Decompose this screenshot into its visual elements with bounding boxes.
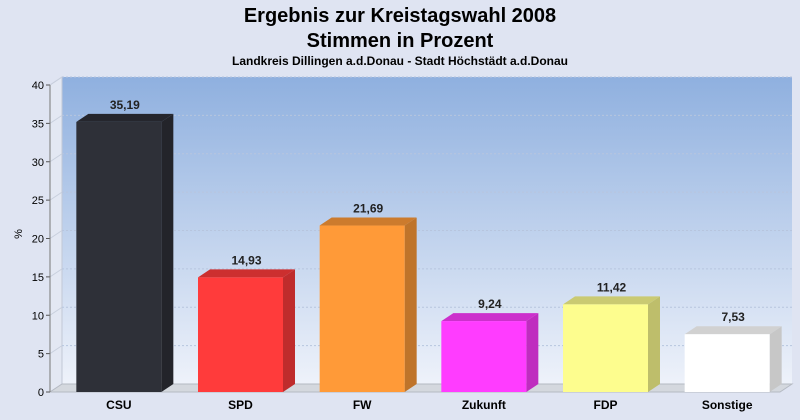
x-tick-label: Sonstige (702, 398, 753, 412)
data-label: 11,42 (597, 280, 627, 294)
gridline-diagonal (49, 191, 63, 201)
gridline-diagonal (49, 114, 63, 124)
gridline-diagonal (49, 153, 63, 163)
bar-top (198, 269, 295, 278)
data-label: 9,24 (478, 297, 502, 311)
bar-side (161, 113, 174, 392)
data-label: 35,19 (110, 98, 140, 112)
bar (441, 321, 527, 392)
bar (198, 277, 283, 392)
data-label: 14,93 (231, 253, 261, 267)
data-label: 7,53 (721, 310, 745, 324)
y-tick-label: 10 (32, 310, 44, 322)
bar-side (283, 269, 295, 392)
bar-top (441, 313, 539, 322)
gridline-diagonal (49, 76, 63, 86)
bar-top (563, 296, 660, 305)
gridline-diagonal (49, 345, 63, 355)
gridline-diagonal (49, 306, 63, 316)
data-label: 21,69 (353, 202, 383, 216)
chart-subtitle: Stimmen in Prozent (307, 30, 494, 52)
bar-side (404, 217, 417, 392)
y-tick-label: 20 (32, 234, 44, 246)
x-tick-label: FW (353, 398, 372, 412)
bar-side (526, 313, 539, 392)
y-tick-label: 30 (32, 157, 44, 169)
y-tick-label: 35 (32, 118, 44, 130)
gridline-diagonal (49, 230, 63, 239)
plot-area: 0 5 10 15 20 25 30 35 40 35,19 CSU 14,93 SPD 21,69 FW 9… (32, 76, 794, 412)
bar (319, 225, 405, 392)
y-tick-label: 25 (32, 195, 44, 207)
gridline-diagonal (49, 268, 63, 278)
bar (563, 304, 648, 392)
x-tick-label: CSU (106, 398, 131, 412)
chart-caption: Landkreis Dillingen a.d.Donau - Stadt Hö… (232, 54, 568, 68)
y-tick-label: 40 (32, 80, 44, 92)
bar (684, 334, 770, 392)
x-tick-label: SPD (228, 398, 253, 412)
y-tick-label: 15 (32, 272, 44, 284)
bar-side (769, 326, 782, 392)
y-axis-label: % (13, 229, 25, 239)
bar (76, 121, 162, 392)
x-tick-label: FDP (594, 398, 618, 412)
bar-side (648, 296, 660, 392)
y-tick-label: 5 (38, 349, 44, 361)
bar-top (319, 217, 417, 226)
x-tick-label: Zukunft (462, 398, 506, 412)
y-tick-label: 0 (38, 387, 44, 399)
bar-top (684, 326, 782, 335)
bar-top (76, 113, 174, 122)
chart-title: Ergebnis zur Kreistagswahl 2008 (244, 5, 556, 27)
